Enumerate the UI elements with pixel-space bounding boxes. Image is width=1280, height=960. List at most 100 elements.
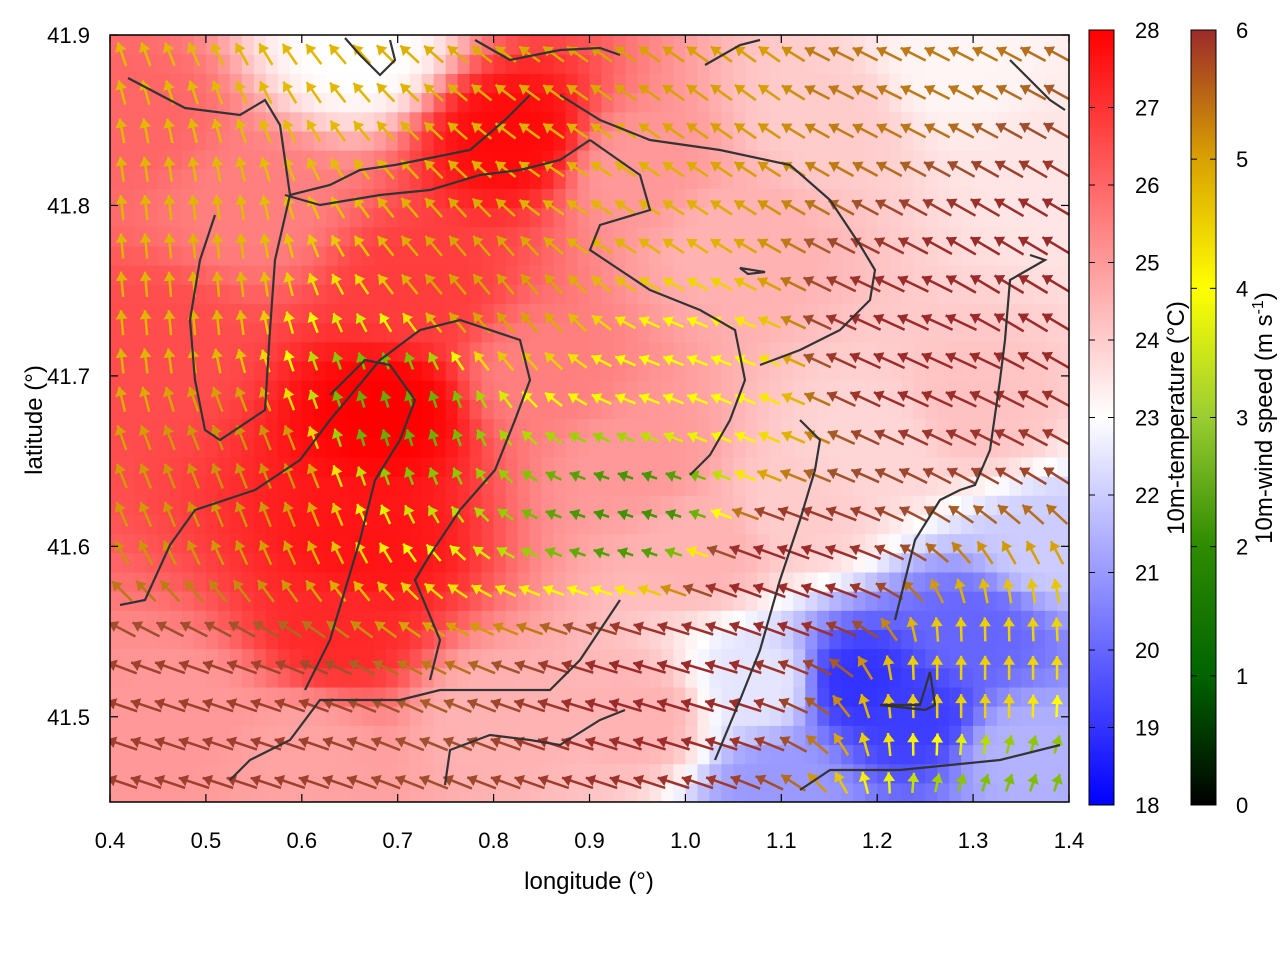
temperature-cell [265,782,279,802]
temperature-cell [541,322,555,343]
wind-arrow [946,467,976,485]
temperature-cell [121,418,135,439]
wind-arrow [226,736,258,751]
temperature-cell [589,533,603,554]
wind-arrow [514,774,546,790]
temperature-cell [817,514,830,535]
temperature-cell [157,54,171,74]
wind-arrow [852,46,879,62]
temperature-cell [577,322,591,343]
temperature-cell [649,782,663,802]
wind-arrow [428,390,440,408]
temperature-cell [649,303,663,324]
temperature-cell [433,418,447,439]
temperature-cell [241,341,255,362]
wind-arrow [978,578,991,604]
wind-arrow [496,546,515,559]
colorbar-tick-label: 24 [1135,328,1159,353]
temperature-cell [169,35,183,55]
temperature-cell [325,552,339,573]
wind-arrow [115,156,128,182]
temperature-cell [253,130,267,151]
wind-arrow [931,655,944,680]
temperature-cell [217,265,231,285]
temperature-cell [541,399,555,420]
temperature-cell [445,706,459,726]
temperature-cell [889,418,902,439]
y-axis-label: latitude (°) [21,365,48,475]
temperature-cell [553,303,567,324]
wind-arrow [283,233,295,259]
wind-arrow [163,42,176,67]
temperature-cell [361,380,375,400]
x-axis-label: longitude (°) [524,868,654,895]
temperature-cell [110,514,123,535]
temperature-cell [1057,150,1069,170]
temperature-cell [493,591,507,611]
temperature-cell [469,706,483,726]
temperature-cell [481,514,495,535]
temperature-cell [661,169,675,189]
wind-arrow [979,773,991,792]
temperature-cell [265,763,279,784]
temperature-cell [877,667,890,688]
wind-arrow [804,161,830,178]
wind-arrow [1019,466,1047,486]
temperature-cell [937,226,950,247]
temperature-cell [289,610,303,631]
temperature-cell [697,111,710,132]
temperature-cell [985,111,998,132]
temperature-cell [661,514,675,535]
temperature-cell [337,111,351,132]
wind-arrow [709,122,733,140]
temperature-cell [541,284,555,305]
temperature-cell [661,322,675,343]
wind-arrow [921,352,954,370]
wind-arrow [873,275,905,293]
temperature-cell [985,341,998,362]
temperature-cell [601,54,615,74]
temperature-cell [817,150,830,170]
temperature-cell [205,476,219,496]
temperature-cell [541,744,555,765]
temperature-cell [205,552,219,573]
temperature-cell [781,744,794,765]
wind-arrow [445,622,470,637]
temperature-cell [145,245,159,266]
temperature-cell [853,782,866,802]
temperature-cell [445,54,459,74]
temperature-cell [457,54,471,74]
wind-arrow [419,736,449,752]
wind-arrow [130,659,162,675]
temperature-cell [721,476,734,496]
temperature-cell [217,667,231,688]
colorbar-tick-label: 28 [1135,18,1159,43]
wind-arrow [876,84,903,100]
temperature-cell [697,54,710,74]
temperature-cell [421,207,435,228]
temperature-cell [817,341,830,362]
temperature-cell [841,725,854,746]
temperature-cell [193,648,207,669]
temperature-cell [217,303,231,324]
temperature-cell [1009,418,1022,439]
wind-arrow [403,504,416,524]
temperature-cell [769,111,782,132]
temperature-cell [937,648,950,669]
temperature-cell [277,92,291,113]
wind-arrow [897,390,930,408]
wind-arrow [496,311,515,334]
temperature-cell [289,763,303,784]
wind-arrow [593,470,610,482]
temperature-cell [853,130,866,151]
temperature-cell [577,111,591,132]
wind-arrow [163,386,175,413]
temperature-cell [913,265,926,285]
temperature-cell [373,629,387,650]
wind-arrow [1043,84,1069,101]
wind-arrow [662,161,685,178]
wind-arrow [802,314,832,331]
temperature-cell [577,533,591,554]
temperature-cell [625,226,639,247]
wind-arrow [256,579,275,603]
